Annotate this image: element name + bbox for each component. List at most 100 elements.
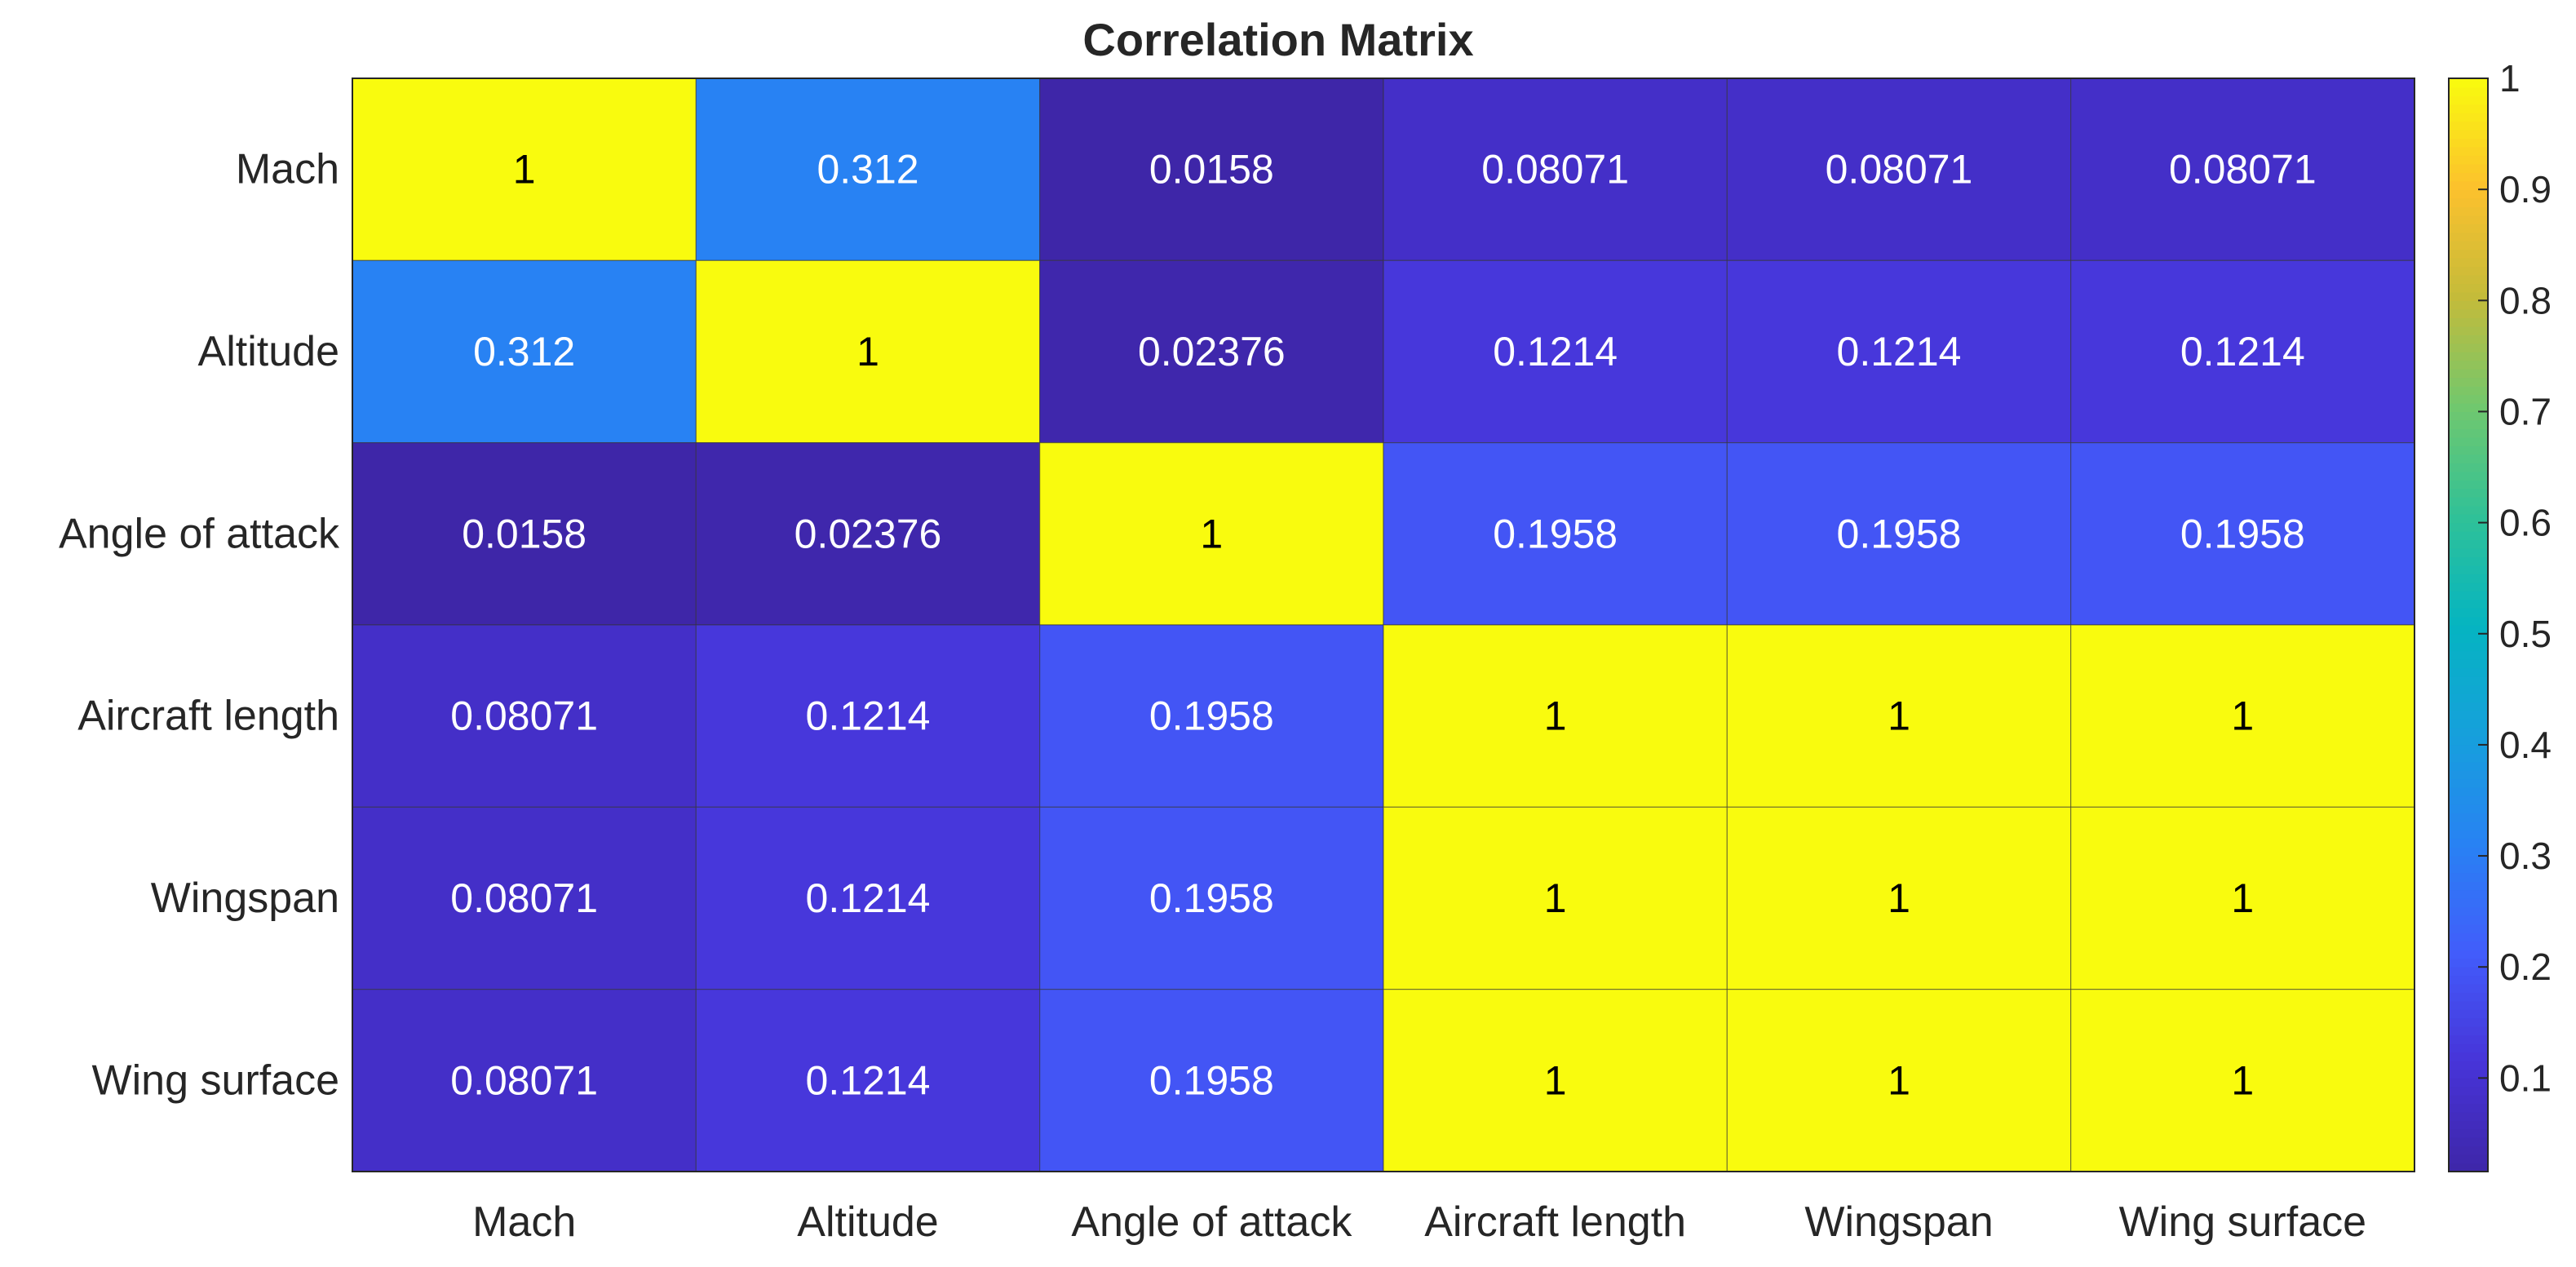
colorbar-segment xyxy=(2449,1077,2488,1088)
colorbar-segment xyxy=(2449,411,2488,421)
colorbar-segment xyxy=(2449,778,2488,788)
colorbar-segment xyxy=(2449,1034,2488,1044)
cell-value-label: 0.1958 xyxy=(2180,511,2305,556)
cell-value-label: 1 xyxy=(856,329,879,374)
colorbar-segment xyxy=(2449,300,2488,310)
x-tick-label: Wingspan xyxy=(1804,1198,1993,1246)
colorbar-segment xyxy=(2449,786,2488,797)
cell-value-label: 1 xyxy=(2231,875,2254,921)
y-tick-label: Wingspan xyxy=(151,875,339,922)
colorbar-segment xyxy=(2449,847,2488,857)
colorbar-segment xyxy=(2449,1069,2488,1079)
colorbar-segment xyxy=(2449,402,2488,413)
colorbar-segment xyxy=(2449,436,2488,446)
cell-value-label: 1 xyxy=(1544,693,1567,739)
colorbar-segment xyxy=(2449,360,2488,370)
colorbar-segment xyxy=(2449,667,2488,677)
heatmap-cell xyxy=(1726,989,2072,1172)
plot-border xyxy=(352,78,2415,1172)
cell-value-label: 0.08071 xyxy=(1481,147,1629,193)
colorbar-segment xyxy=(2449,189,2488,199)
colorbar-segment xyxy=(2449,1026,2488,1036)
heatmap-cell xyxy=(1726,624,2072,808)
colorbar-segment xyxy=(2449,547,2488,558)
colorbar-segment xyxy=(2449,121,2488,131)
colorbar-segment xyxy=(2449,215,2488,224)
colorbar-segment xyxy=(2449,983,2488,993)
colorbar-segment xyxy=(2449,530,2488,541)
colorbar-segment xyxy=(2449,1111,2488,1121)
x-tick-label: Angle of attack xyxy=(1071,1198,1352,1246)
colorbar-segment xyxy=(2449,480,2488,490)
colorbar-segment xyxy=(2449,736,2488,746)
colorbar-segment xyxy=(2449,710,2488,720)
heatmap-cell xyxy=(352,442,697,626)
colorbar-segment xyxy=(2449,804,2488,814)
heatmap-cell xyxy=(352,989,697,1172)
heatmap-cell xyxy=(1039,806,1384,990)
heatmap-cell xyxy=(1039,624,1384,808)
cell-value-label: 0.0158 xyxy=(1149,147,1274,193)
colorbar-tick-label: 0.1 xyxy=(2499,1057,2552,1099)
heatmap-cell xyxy=(1383,624,1728,808)
cell-value-label: 0.08071 xyxy=(450,875,598,921)
colorbar-segment xyxy=(2449,582,2488,591)
heatmap-cell xyxy=(352,259,697,444)
heatmap-cell xyxy=(352,78,697,261)
cell-value-label: 0.1214 xyxy=(806,693,931,739)
colorbar-tick-label: 0.6 xyxy=(2499,502,2552,544)
colorbar-segment xyxy=(2449,197,2488,207)
colorbar-segment xyxy=(2449,753,2488,763)
cell-value-label: 0.08071 xyxy=(1826,147,1973,193)
colorbar-segment xyxy=(2449,761,2488,771)
colorbar-segment xyxy=(2449,591,2488,600)
colorbar-segment xyxy=(2449,1128,2488,1138)
cell-value-label: 0.312 xyxy=(473,329,575,374)
heatmap-cell xyxy=(1726,442,2072,626)
colorbar-segment xyxy=(2449,232,2488,241)
colorbar-segment xyxy=(2449,206,2488,216)
colorbar-segment xyxy=(2449,291,2488,301)
cell-value-label: 1 xyxy=(1888,1057,1910,1103)
colorbar-segment xyxy=(2449,795,2488,805)
colorbar-segment xyxy=(2449,565,2488,574)
colorbar-segment xyxy=(2449,641,2488,652)
colorbar-tick-label: 0.5 xyxy=(2499,613,2552,655)
colorbar-segment xyxy=(2449,463,2488,472)
colorbar-segment xyxy=(2449,992,2488,1002)
colorbar-segment xyxy=(2449,454,2488,463)
colorbar-segment xyxy=(2449,274,2488,285)
colorbar-segment xyxy=(2449,146,2488,157)
colorbar-segment xyxy=(2449,949,2488,959)
colorbar-segment xyxy=(2449,1086,2488,1096)
colorbar-segment xyxy=(2449,223,2488,233)
cell-value-label: 0.1958 xyxy=(1837,511,1962,556)
colorbar-segment xyxy=(2449,872,2488,882)
colorbar-tick-label: 1 xyxy=(2499,57,2521,100)
colorbar-segment xyxy=(2449,1103,2488,1113)
colorbar-segment xyxy=(2449,924,2488,933)
colorbar-segment xyxy=(2449,769,2488,780)
colorbar-segment xyxy=(2449,1052,2488,1061)
colorbar-segment xyxy=(2449,1154,2488,1164)
cell-value-label: 1 xyxy=(1888,693,1910,739)
colorbar-segment xyxy=(2449,855,2488,865)
colorbar-segment xyxy=(2449,78,2488,88)
cell-value-label: 0.1214 xyxy=(1493,329,1618,374)
heatmap-cell-labels: 1 0.312 0.0158 0.08071 0.08071 0.08071 0.312 1 0… xyxy=(450,147,2316,1104)
colorbar-segment xyxy=(2449,1163,2488,1172)
colorbar-segment xyxy=(2449,838,2488,848)
colorbar-segment xyxy=(2449,599,2488,609)
colorbar-segment xyxy=(2449,343,2488,352)
colorbar-segment xyxy=(2449,556,2488,566)
colorbar-segment xyxy=(2449,906,2488,916)
colorbar-segment xyxy=(2449,932,2488,942)
cell-value-label: 1 xyxy=(513,147,536,193)
colorbar-segment xyxy=(2449,1043,2488,1053)
colorbar-segment xyxy=(2449,283,2488,293)
heatmap-cell xyxy=(352,624,697,808)
y-tick-label: Altitude xyxy=(198,328,339,375)
colorbar-segment xyxy=(2449,317,2488,327)
colorbar-tick-label: 0.4 xyxy=(2499,724,2552,766)
